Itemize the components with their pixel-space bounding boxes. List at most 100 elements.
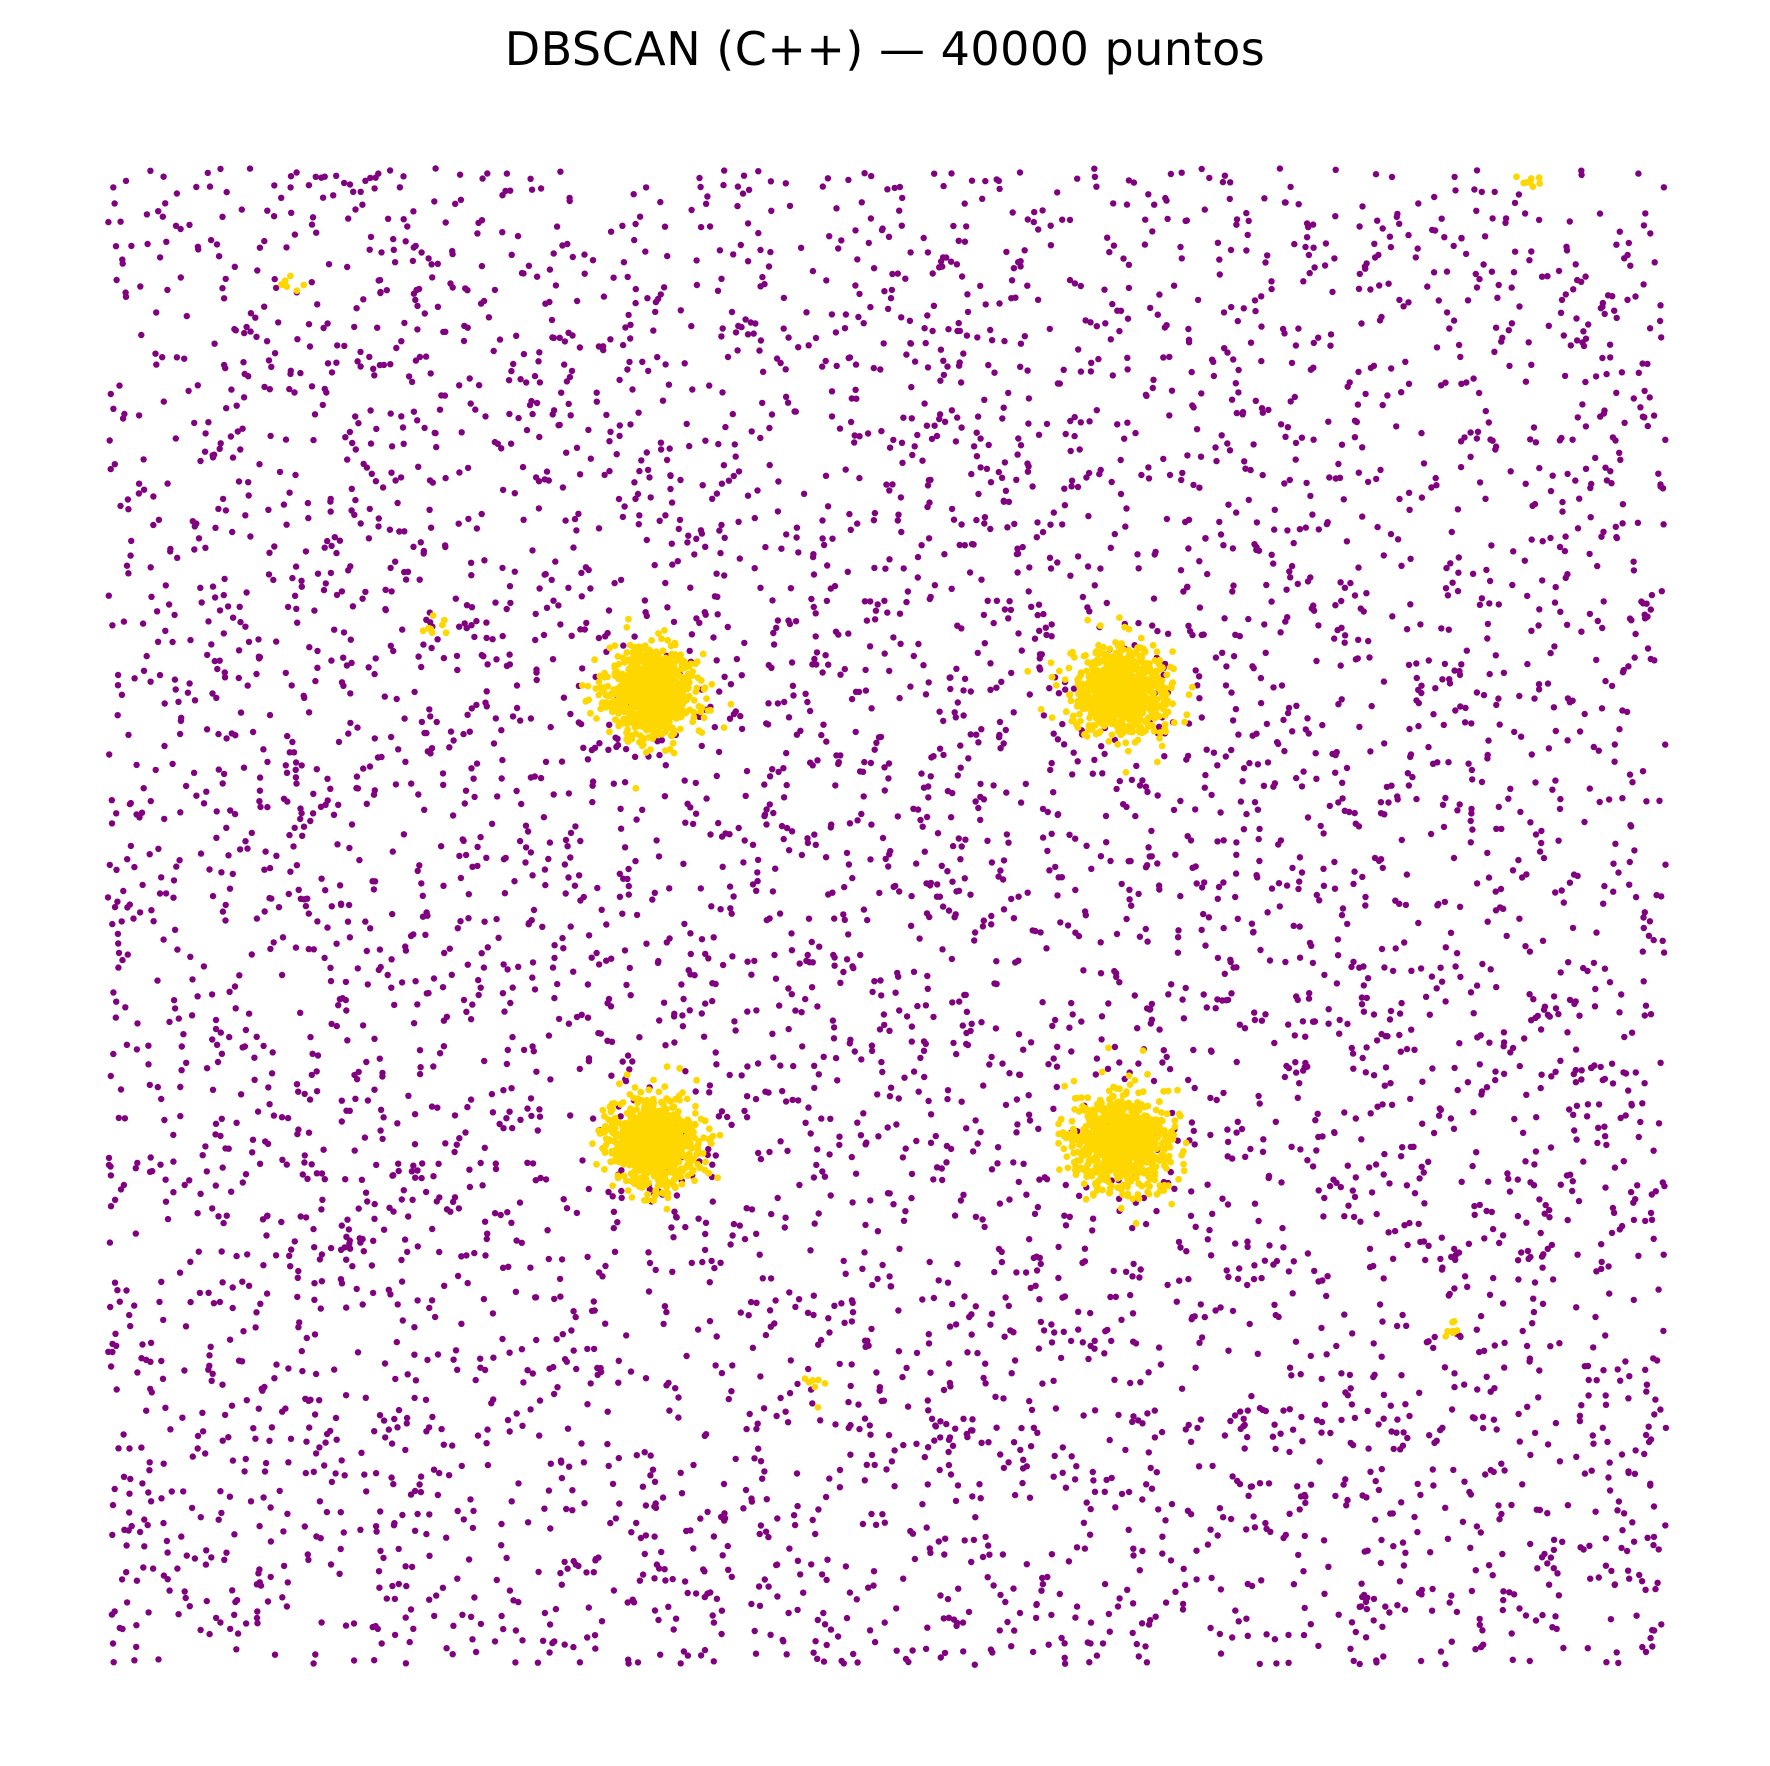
noise-point bbox=[1544, 680, 1552, 687]
noise-point bbox=[287, 1435, 295, 1443]
noise-point bbox=[846, 820, 854, 827]
noise-point bbox=[1116, 777, 1124, 785]
noise-point bbox=[1635, 170, 1642, 177]
noise-point bbox=[978, 1439, 985, 1447]
noise-point bbox=[954, 1260, 961, 1268]
noise-point bbox=[488, 1090, 496, 1098]
noise-point bbox=[571, 882, 579, 889]
noise-point bbox=[1407, 753, 1414, 760]
noise-point bbox=[211, 594, 219, 601]
noise-point bbox=[1089, 770, 1097, 777]
noise-point bbox=[714, 611, 721, 618]
noise-point bbox=[1415, 1220, 1422, 1228]
noise-point bbox=[1214, 954, 1222, 962]
noise-point bbox=[748, 428, 755, 435]
noise-point bbox=[795, 344, 802, 351]
noise-point bbox=[891, 1483, 898, 1490]
noise-point bbox=[1606, 1459, 1613, 1466]
noise-point bbox=[1586, 1542, 1593, 1550]
noise-point bbox=[1005, 615, 1012, 622]
noise-point bbox=[240, 1328, 247, 1335]
noise-point bbox=[584, 756, 592, 763]
noise-point bbox=[545, 477, 552, 484]
noise-point bbox=[1362, 902, 1369, 909]
noise-point bbox=[855, 1401, 862, 1408]
noise-point bbox=[1640, 914, 1647, 921]
noise-point bbox=[1544, 1011, 1552, 1018]
noise-point bbox=[1091, 582, 1099, 589]
noise-point bbox=[981, 520, 988, 527]
noise-point bbox=[692, 1590, 700, 1597]
noise-point bbox=[529, 1043, 536, 1050]
noise-point bbox=[949, 1442, 957, 1450]
noise-point bbox=[1400, 1562, 1408, 1569]
noise-point bbox=[1232, 705, 1240, 713]
noise-point bbox=[737, 712, 744, 720]
noise-point bbox=[1332, 166, 1339, 173]
noise-point bbox=[1443, 268, 1451, 275]
noise-point bbox=[871, 564, 878, 572]
noise-point bbox=[162, 1198, 170, 1205]
noise-point bbox=[1502, 219, 1509, 226]
noise-point bbox=[890, 634, 897, 641]
noise-point bbox=[226, 885, 234, 892]
noise-point bbox=[327, 508, 334, 515]
noise-point bbox=[1376, 1301, 1384, 1308]
noise-point bbox=[809, 1516, 816, 1524]
noise-point bbox=[1000, 1395, 1007, 1402]
noise-point bbox=[414, 1510, 421, 1518]
noise-point bbox=[467, 1496, 474, 1503]
noise-point bbox=[164, 1549, 171, 1556]
noise-point bbox=[942, 1535, 949, 1542]
noise-point bbox=[198, 599, 205, 606]
noise-point bbox=[172, 435, 179, 442]
noise-point bbox=[1484, 635, 1491, 642]
noise-point bbox=[1418, 1586, 1426, 1594]
noise-point bbox=[450, 1622, 457, 1630]
noise-point bbox=[831, 1302, 838, 1310]
noise-point bbox=[1202, 942, 1209, 949]
noise-point bbox=[414, 1001, 421, 1008]
noise-point bbox=[433, 1198, 440, 1205]
noise-point bbox=[1196, 484, 1203, 491]
noise-point bbox=[557, 1457, 565, 1464]
noise-point bbox=[1660, 184, 1668, 191]
noise-point bbox=[985, 361, 992, 369]
noise-point bbox=[808, 1561, 815, 1568]
noise-point bbox=[1518, 1249, 1525, 1256]
noise-point bbox=[1159, 1533, 1166, 1540]
noise-point bbox=[468, 572, 475, 579]
noise-point bbox=[702, 543, 709, 550]
noise-point bbox=[642, 184, 650, 191]
noise-point bbox=[283, 521, 290, 528]
noise-point bbox=[667, 472, 674, 479]
noise-point bbox=[1657, 481, 1664, 488]
noise-point bbox=[1368, 1189, 1376, 1196]
noise-point bbox=[795, 549, 802, 556]
noise-point bbox=[305, 945, 312, 953]
noise-point bbox=[474, 230, 481, 237]
noise-point bbox=[1389, 613, 1396, 620]
noise-point bbox=[1526, 1355, 1534, 1362]
noise-point bbox=[122, 177, 130, 185]
noise-point bbox=[1366, 654, 1373, 661]
noise-point bbox=[1477, 1312, 1485, 1320]
noise-point bbox=[610, 1208, 618, 1216]
noise-point bbox=[403, 1420, 410, 1427]
noise-point bbox=[1066, 216, 1074, 224]
noise-point bbox=[940, 717, 947, 725]
noise-point bbox=[532, 610, 539, 618]
noise-point bbox=[1054, 1043, 1061, 1051]
noise-point bbox=[1221, 345, 1228, 352]
noise-point bbox=[657, 198, 664, 206]
noise-point bbox=[1286, 1448, 1293, 1456]
noise-point bbox=[823, 277, 830, 284]
noise-point bbox=[1025, 1111, 1033, 1118]
noise-point bbox=[1559, 1538, 1566, 1546]
noise-point bbox=[963, 1125, 970, 1132]
noise-point bbox=[1198, 1334, 1206, 1341]
noise-point bbox=[389, 848, 396, 855]
noise-point bbox=[464, 1279, 471, 1287]
noise-point bbox=[766, 424, 773, 432]
noise-point bbox=[261, 1468, 269, 1475]
